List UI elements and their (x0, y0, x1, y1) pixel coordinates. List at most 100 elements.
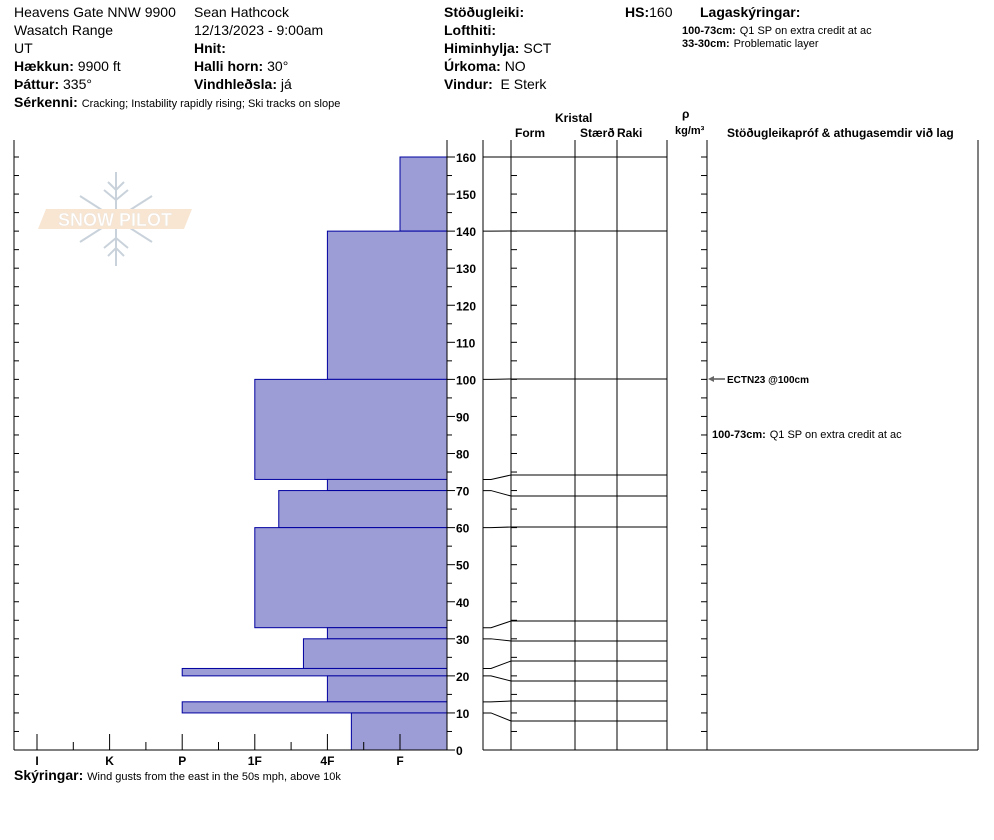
x-tick-label: 4F (320, 754, 334, 768)
form-header: Form (515, 126, 545, 140)
airtemp-label: Lofthiti: (444, 22, 497, 38)
layer-notes-label: Lagaskýringar: (700, 4, 801, 20)
snowflake-icon (79, 172, 153, 266)
footer-text: Wind gusts from the east in the 50s mph,… (87, 771, 341, 783)
hardness-bar (326, 675, 448, 703)
hardness-bar (326, 478, 448, 492)
size-header: Stærð (580, 126, 615, 140)
y-tick-label: 150 (456, 188, 476, 202)
layer-boundary-line (483, 526, 667, 529)
features-label: Sérkenni: (14, 94, 78, 110)
coords-label: Hnit: (194, 40, 226, 56)
x-tick-label: 1F (248, 754, 262, 768)
precip-label: Úrkoma: (444, 58, 501, 74)
x-tick-label: I (35, 754, 38, 768)
layer-note-text: Problematic layer (733, 38, 819, 50)
y-tick-label: 10 (456, 707, 470, 721)
windload-label: Vindhleðsla: (194, 76, 277, 92)
aspect: Þáttur: 335° (14, 76, 92, 92)
layer-note-range: 33-30cm: (682, 38, 730, 50)
hardness-bar (278, 490, 448, 529)
y-tick-label: 120 (456, 299, 476, 313)
hardness-bar (254, 527, 448, 629)
elevation: Hækkun: 9900 ft (14, 58, 121, 74)
logo-text: SNOW PILOT (58, 210, 172, 230)
slope-value: 30° (267, 58, 289, 74)
precip-value: NO (504, 58, 526, 74)
layer-comment-range: 100-73cm: (712, 429, 766, 441)
layer-boundary-line (483, 490, 667, 497)
hardness-bar (399, 156, 448, 232)
y-tick-label: 0 (456, 744, 463, 758)
hs-value: 160 (649, 4, 673, 20)
logo-banner (38, 209, 192, 229)
hardness-bar (254, 378, 448, 480)
y-tick-label: 110 (456, 336, 476, 350)
footer-label: Skýringar: (14, 767, 84, 783)
hs: HS:160 (625, 4, 672, 20)
y-tick-label: 50 (456, 559, 470, 573)
windload-value: já (280, 76, 292, 92)
aspect-value: 335° (63, 76, 92, 92)
hardness-bar (326, 230, 448, 380)
sky-label: Himinhylja: (444, 40, 520, 56)
x-tick-label: F (396, 754, 403, 768)
y-tick-label: 90 (456, 410, 470, 424)
y-tick-label: 100 (456, 373, 476, 387)
test-arrow (708, 376, 725, 382)
wind: Vindur: E Sterk (444, 76, 546, 92)
layer-note-text: Q1 SP on extra credit at ac (739, 25, 872, 37)
density-header: kg/m³ (675, 125, 705, 137)
y-tick-label: 30 (456, 633, 470, 647)
features: Sérkenni: Cracking; Instability rapidly … (14, 94, 340, 112)
layer-boundary-line (483, 638, 667, 642)
rho-header: ρ (682, 107, 690, 121)
y-tick-label: 20 (456, 670, 470, 684)
crystal-header: Kristal (555, 111, 593, 125)
range: Wasatch Range (14, 22, 114, 38)
layer-boundary-line (483, 675, 667, 682)
sky: Himinhylja: SCT (444, 40, 551, 56)
y-tick-label: 70 (456, 485, 470, 499)
hs-label: HS: (625, 4, 650, 20)
y-tick-label: 140 (456, 225, 476, 239)
stability-test-annotation: ECTN23 @100cm (727, 375, 810, 386)
layer-boundary-line (483, 660, 667, 669)
footer-notes: Skýringar: Wind gusts from the east in t… (14, 767, 341, 785)
observer: Sean Hathcock (194, 4, 289, 20)
slope-label: Halli horn: (194, 58, 264, 74)
wind-value: E Sterk (500, 76, 547, 92)
wind-label: Vindur: (444, 76, 493, 92)
hardness-bar (326, 627, 448, 640)
y-tick-label: 160 (456, 151, 476, 165)
datetime: 12/13/2023 - 9:00am (194, 22, 324, 38)
aspect-label: Þáttur: (14, 76, 60, 92)
y-tick-label: 130 (456, 262, 476, 276)
location: Heavens Gate NNW 9900 (14, 4, 176, 20)
hardness-bar (350, 712, 448, 751)
stability-label: Stöðugleiki: (444, 4, 525, 20)
layer-boundary-line (483, 474, 667, 480)
x-tick-label: K (105, 754, 114, 768)
features-value: Cracking; Instability rapidly rising; Sk… (81, 98, 341, 110)
elevation-value: 9900 ft (77, 58, 121, 74)
sky-value: SCT (523, 40, 552, 56)
y-tick-label: 40 (456, 596, 470, 610)
snowpilot-logo: SNOW PILOT (38, 172, 192, 266)
layer-boundary-line (483, 712, 667, 722)
precip: Úrkoma: NO (444, 58, 526, 74)
y-tick-label: 80 (456, 448, 470, 462)
state: UT (14, 40, 33, 56)
elevation-label: Hækkun: (14, 58, 74, 74)
hardness-bar (181, 667, 448, 677)
windload: Vindhleðsla: já (194, 76, 292, 92)
slope: Halli horn: 30° (194, 58, 288, 74)
layer-comment-text: Q1 SP on extra credit at ac (769, 429, 902, 441)
hardness-bar (181, 701, 448, 714)
y-tick-label: 60 (456, 522, 470, 536)
layer-note: 100-73cm: Q1 SP on extra credit at ac (682, 23, 872, 38)
layer-note-range: 100-73cm: (682, 25, 736, 37)
layer-boundary-line (483, 700, 667, 703)
hardness-bar (302, 638, 448, 669)
